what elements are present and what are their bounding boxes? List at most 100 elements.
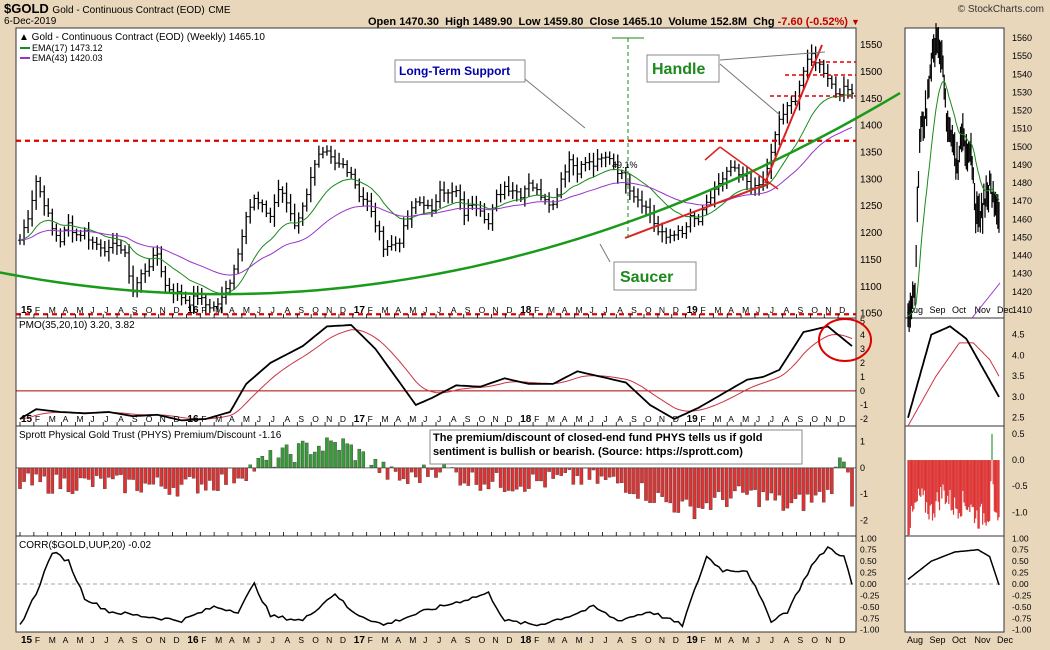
phys-bar — [329, 440, 333, 469]
pmo-x-tick-label: J — [437, 414, 441, 424]
phys-daily-bar — [978, 460, 980, 529]
corr-x-tick-label: N — [492, 635, 498, 645]
pmo-y-tick-label: 1 — [860, 372, 865, 382]
phys-daily-bar — [965, 460, 967, 510]
phys-bar — [809, 467, 814, 503]
corr-x-tick-label: J — [423, 635, 427, 645]
phys-bar — [821, 467, 826, 503]
phys-bar — [668, 467, 673, 504]
pmo-x-tick-label: S — [465, 414, 471, 424]
phys-bar — [220, 467, 224, 475]
price-y-tick-label: 1300 — [860, 174, 883, 185]
pmo-daily-y-tick: 2.5 — [1012, 413, 1025, 423]
phys-bar — [313, 451, 317, 469]
phys-bar — [216, 467, 220, 491]
pmo-daily-y-tick: 4.5 — [1012, 330, 1025, 340]
phys-bar — [195, 467, 200, 494]
phys-bar — [721, 467, 725, 500]
corr-x-tick-label: M — [382, 635, 389, 645]
phys-bar — [708, 467, 713, 510]
phys-bar — [70, 467, 75, 494]
price-x-tick-label: M — [742, 305, 749, 315]
pmo-x-tick-label: O — [645, 414, 652, 424]
corr-x-tick-label: D — [673, 635, 679, 645]
pmo-x-tick-label: M — [243, 414, 250, 424]
corr-daily-y-tick: -1.00 — [1012, 625, 1032, 635]
phys-annotation-text: The premium/discount of closed-end fund … — [433, 432, 763, 458]
phys-bar — [749, 467, 753, 491]
phys-bar — [373, 458, 378, 469]
price-x-tick-label: O — [811, 305, 818, 315]
phys-daily-y-tick: -0.5 — [1012, 481, 1028, 491]
corr-x-tick-label: A — [63, 635, 69, 645]
daily-x-tick-label: Nov — [975, 305, 992, 315]
phys-bar — [797, 467, 802, 495]
phys-bar — [587, 467, 592, 480]
price-x-tick-label: M — [215, 305, 222, 315]
price-x-tick-label: M — [243, 305, 250, 315]
phys-daily-bar — [975, 460, 977, 519]
quote-bar: Open 1470.30 High 1489.90 Low 1459.80 Cl… — [368, 16, 860, 28]
phys-daily-bar — [908, 460, 910, 535]
phys-daily-bar — [912, 460, 914, 512]
symbol: $GOLD — [4, 1, 49, 16]
phys-bar — [18, 467, 22, 489]
corr-x-tick-label: F — [534, 635, 539, 645]
price-x-tick-label: J — [423, 305, 427, 315]
phys-daily-bar — [924, 460, 927, 513]
pmo-x-tick-label: F — [368, 414, 373, 424]
corr-x-tick-label: S — [798, 635, 804, 645]
phys-bar — [288, 454, 293, 469]
price-x-tick-label: D — [174, 305, 180, 315]
phys-bar — [337, 450, 341, 469]
phys-bar — [595, 467, 600, 484]
phys-bar — [842, 461, 846, 469]
corr-daily-y-tick: 1.00 — [1012, 533, 1029, 543]
pmo-daily-y-tick: 3.5 — [1012, 371, 1025, 381]
phys-daily-bar — [966, 460, 969, 511]
price-x-tick-label: M — [714, 305, 721, 315]
price-x-tick-label: M — [49, 305, 56, 315]
phys-bar — [648, 467, 652, 503]
phys-bar — [284, 444, 289, 469]
phys-bar — [139, 467, 143, 493]
trend-line-bottom — [624, 182, 771, 239]
phys-daily-bar — [994, 460, 997, 513]
phys-daily-bar — [992, 460, 994, 485]
phys-daily-bar — [977, 460, 979, 529]
phys-bar — [785, 467, 790, 509]
phys-bar — [135, 467, 139, 491]
pmo-x-tick-label: N — [160, 414, 166, 424]
phys-bar — [179, 467, 184, 485]
phys-bar — [515, 467, 519, 490]
phys-daily-bar — [952, 460, 955, 515]
chg-down-arrow-icon: ▼ — [851, 17, 860, 27]
corr-y-tick-label: 1.00 — [860, 533, 877, 543]
pmo-x-tick-label: M — [76, 414, 83, 424]
daily-x-tick-label: Sep — [930, 305, 946, 315]
pmo-x-tick-label: F — [534, 414, 539, 424]
phys-daily-bar — [935, 460, 937, 502]
corr-x-tick-label: F — [700, 635, 705, 645]
phys-bars — [18, 437, 854, 520]
phys-bar — [531, 467, 535, 475]
pmo-x-tick-label: F — [700, 414, 705, 424]
pmo-y-tick-label: 3 — [860, 344, 865, 354]
phys-daily-bar — [951, 460, 953, 510]
phys-bar — [599, 467, 604, 477]
price-x-tick-label: J — [756, 305, 760, 315]
phys-bar — [478, 467, 483, 491]
daily-price-bars — [907, 23, 1000, 332]
phys-daily-bar — [980, 460, 983, 504]
daily-corr-x-tick-label: Oct — [952, 635, 967, 645]
pmo-x-tick-label: M — [49, 414, 56, 424]
pmo-line — [19, 324, 853, 422]
price-bars — [18, 44, 854, 315]
price-x-tick-label: S — [798, 305, 804, 315]
corr-x-tick-label: D — [506, 635, 512, 645]
phys-bar — [99, 467, 103, 479]
phys-daily-bar — [972, 460, 974, 508]
price-x-tick-label: D — [673, 305, 679, 315]
pmo-y-tick-label: 0 — [860, 386, 865, 396]
daily-corr-x-tick-label: Sep — [930, 635, 946, 645]
